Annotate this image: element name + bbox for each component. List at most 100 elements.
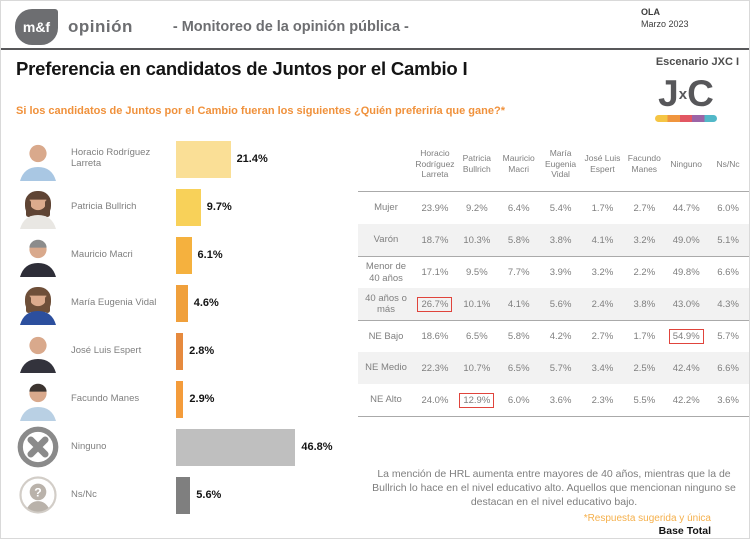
table-cell: 3.8% <box>549 234 572 246</box>
table-cell: 2.3% <box>591 394 614 406</box>
jxc-logo-text: JxC <box>658 73 714 114</box>
table-cell: 5.8% <box>507 331 530 342</box>
column-header: Horacio Rodríguez Larreta <box>415 148 455 180</box>
highlighted-value: 12.9% <box>459 392 495 408</box>
table-cell: 1.7% <box>633 331 656 342</box>
jxc-gradient-bar-icon <box>655 115 717 122</box>
footer: *Respuesta sugerida y única Base Total <box>584 513 711 537</box>
table-cell: 7.7% <box>507 267 530 278</box>
candidate-label: Mauricio Macri <box>71 248 133 260</box>
candidate-label: Facundo Manes <box>71 392 140 404</box>
column-header: Mauricio Macri <box>502 153 535 174</box>
table-cell: 5.1% <box>717 234 739 246</box>
candidate-label: Patricia Bullrich <box>71 200 137 212</box>
table-cell: 2.4% <box>591 298 614 310</box>
bar-value-label: 4.6% <box>193 297 219 309</box>
table-cell: 5.5% <box>633 394 656 406</box>
table-row: 40 años o más 26.7% 10.1% 4.1% 5.6% 2.4% 3.8% 4… <box>358 288 749 320</box>
table-cell: 5.7% <box>717 331 739 342</box>
column-header: Patricia Bullrich <box>462 153 491 174</box>
row-label: NE Bajo <box>368 330 404 342</box>
preference-bar <box>176 476 191 514</box>
table-cell: 3.4% <box>591 362 614 374</box>
chart-row: Ninguno 46.8% <box>15 423 351 471</box>
preference-bar <box>176 236 192 274</box>
preference-bar <box>176 188 201 226</box>
preference-bar <box>176 284 188 322</box>
table-cell: 3.6% <box>717 394 739 406</box>
logo-name: opinión <box>68 17 133 36</box>
row-label: 40 años o más <box>365 292 407 315</box>
table-cell: 5.8% <box>507 234 530 246</box>
chart-row: Facundo Manes 2.9% <box>15 375 351 423</box>
none-cross-icon <box>15 425 61 469</box>
chart-row: José Luis Espert 2.8% <box>15 327 351 375</box>
table-cell: 43.0% <box>672 298 700 310</box>
chart-row: Horacio Rodríguez Larreta 21.4% <box>15 135 351 183</box>
crosstab-table: Horacio Rodríguez Larreta Patricia Bullri… <box>358 141 749 417</box>
table-cell: 4.1% <box>591 234 614 246</box>
table-header-row: Horacio Rodríguez Larreta Patricia Bullri… <box>358 141 749 191</box>
highlighted-value: 26.7% <box>417 296 453 312</box>
scenario-label: Escenario JXC I <box>655 56 739 68</box>
base-label: Base Total <box>658 525 711 537</box>
table-row: Mujer 23.9% 9.2% 6.4% 5.4% 1.7% 2.7% 44.7% 6.0% <box>358 192 749 224</box>
photo-larreta-icon <box>15 137 61 181</box>
chart-row: María Eugenia Vidal 4.6% <box>15 279 351 327</box>
jxc-logo: JxC <box>643 75 729 122</box>
highlighted-value: 54.9% <box>668 329 704 344</box>
bar-value-label: 5.6% <box>196 489 222 501</box>
table-cell: 44.7% <box>672 202 700 214</box>
table-cell: 6.0% <box>717 202 739 214</box>
table-cell: 6.6% <box>717 362 739 374</box>
photo-bullrich-icon <box>15 185 61 229</box>
table-cell: 22.3% <box>421 362 449 374</box>
candidate-label: Horacio Rodríguez Larreta <box>71 147 151 169</box>
chart-row: Patricia Bullrich 9.7% <box>15 183 351 231</box>
table-cell: 4.3% <box>717 298 739 310</box>
table-cell: 49.8% <box>672 267 700 278</box>
table-cell: 6.5% <box>507 362 530 374</box>
bar-value-label: 6.1% <box>197 249 223 261</box>
table-cell: 12.9% <box>456 389 498 412</box>
table-cell: 10.7% <box>463 362 491 374</box>
table-cell: 3.9% <box>549 267 572 278</box>
header: m&f opinión - Monitoreo de la opinión pú… <box>15 9 409 45</box>
table-cell: 6.5% <box>465 331 488 342</box>
table-cell: 5.7% <box>549 362 572 374</box>
column-header: Ninguno <box>670 158 703 169</box>
bar-value-label: 21.4% <box>236 153 268 165</box>
table-row: NE Alto 24.0% 12.9% 6.0% 3.6% 2.3% 5.5% 42.2% 3.… <box>358 384 749 416</box>
photo-espert-icon <box>15 329 61 373</box>
table-cell: 4.2% <box>549 331 572 342</box>
table-cell: 2.2% <box>633 267 656 278</box>
column-header: Ns/Nc <box>716 158 740 169</box>
candidate-label: Ninguno <box>71 440 107 452</box>
table-row: NE Medio 22.3% 10.7% 6.5% 5.7% 3.4% 2.5% 42.4% 6… <box>358 352 749 384</box>
row-label: Menor de 40 años <box>365 261 407 284</box>
photo-manes-icon <box>15 377 61 421</box>
table-cell: 18.7% <box>421 234 449 246</box>
table-row: Varón 18.7% 10.3% 5.8% 3.8% 4.1% 3.2% 49.0% 5.1% <box>358 224 749 256</box>
candidate-label: María Eugenia Vidal <box>71 296 157 308</box>
column-header: Facundo Manes <box>627 153 661 174</box>
row-label: Mujer <box>374 202 398 214</box>
mf-opinion-logo-icon: m&f <box>15 9 58 45</box>
table-cell: 1.7% <box>591 202 614 214</box>
preference-bar <box>176 332 184 370</box>
table-cell: 9.5% <box>465 267 488 278</box>
chart-row: Mauricio Macri 6.1% <box>15 231 351 279</box>
header-divider <box>1 48 749 50</box>
table-body: Mujer 23.9% 9.2% 6.4% 5.4% 1.7% 2.7% 44.7% 6.0% V… <box>358 191 749 417</box>
table-cell: 2.5% <box>633 362 656 374</box>
wave-label: OLA <box>641 7 660 17</box>
bar-value-label: 2.8% <box>189 345 215 357</box>
preference-bar-chart: Horacio Rodríguez Larreta 21.4% Patricia B… <box>15 135 351 519</box>
table-cell: 3.2% <box>633 234 656 246</box>
logo-text: m&f <box>22 19 51 35</box>
column-header: María Eugenia Vidal <box>544 148 577 180</box>
header-tagline: - Monitoreo de la opinión pública - <box>172 19 409 35</box>
table-cell: 10.3% <box>463 234 491 246</box>
candidate-label: José Luis Espert <box>71 344 142 356</box>
